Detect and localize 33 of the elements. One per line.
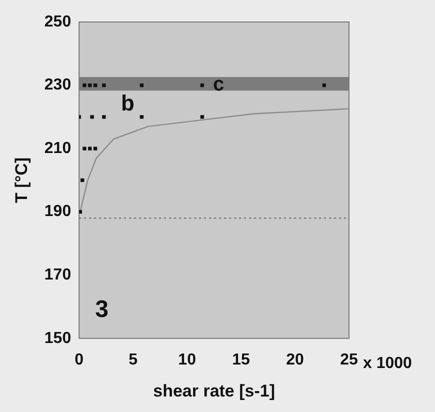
y-tick-label: 190 bbox=[44, 203, 72, 220]
x-tick-label: 20 bbox=[286, 351, 304, 368]
x-tick-label: 25 bbox=[340, 351, 358, 368]
point bbox=[102, 115, 106, 119]
point bbox=[88, 83, 92, 88]
x-tick-label: 15 bbox=[232, 351, 250, 368]
y-tick-label: 210 bbox=[44, 140, 72, 157]
annotation: 3 bbox=[95, 296, 108, 324]
point bbox=[140, 115, 144, 119]
point bbox=[82, 83, 86, 88]
x-tick-label: 10 bbox=[178, 351, 196, 368]
point bbox=[90, 115, 94, 119]
y-tick-label: 170 bbox=[44, 266, 72, 284]
point bbox=[93, 83, 98, 88]
x-axis-title: shear rate [s-1] bbox=[153, 381, 275, 400]
point bbox=[140, 83, 144, 88]
y-axis-title: T [°C] bbox=[12, 157, 31, 203]
x-tick-label: 0 bbox=[74, 351, 84, 368]
annotation: b bbox=[120, 90, 134, 116]
point bbox=[82, 146, 86, 150]
point bbox=[80, 178, 84, 182]
point bbox=[200, 83, 204, 88]
point bbox=[102, 83, 106, 88]
x-tick-label: 5 bbox=[128, 351, 138, 368]
point bbox=[322, 83, 326, 88]
point bbox=[200, 115, 204, 119]
y-tick-label: 230 bbox=[44, 76, 72, 94]
point bbox=[88, 146, 92, 150]
y-tick-label: 150 bbox=[44, 330, 72, 347]
point bbox=[93, 146, 98, 150]
band-label: c bbox=[212, 73, 224, 96]
y-tick-label: 250 bbox=[44, 13, 72, 30]
text: x 1000 bbox=[363, 354, 412, 372]
